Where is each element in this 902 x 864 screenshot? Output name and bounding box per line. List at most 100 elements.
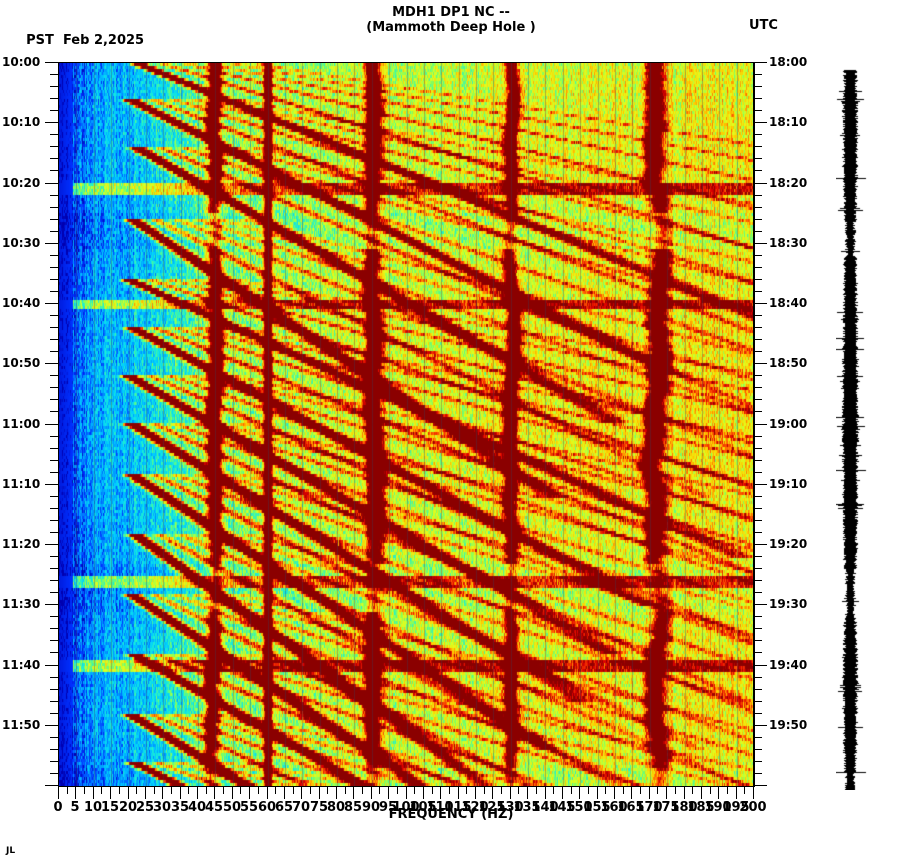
axis-tick bbox=[397, 787, 398, 794]
axis-tick bbox=[45, 243, 58, 244]
frequency-label: 170 bbox=[635, 800, 663, 815]
axis-tick bbox=[50, 460, 58, 461]
time-label-pst: 10:20 bbox=[2, 176, 41, 190]
axis-tick bbox=[50, 472, 58, 473]
axis-tick bbox=[754, 652, 762, 653]
axis-tick bbox=[754, 387, 762, 388]
frequency-label: 10 bbox=[83, 800, 103, 815]
axis-tick bbox=[692, 787, 693, 794]
axis-tick bbox=[50, 640, 58, 641]
axis-tick bbox=[327, 787, 328, 794]
axis-tick bbox=[754, 665, 767, 666]
axis-tick bbox=[754, 508, 762, 509]
axis-tick bbox=[754, 448, 762, 449]
axis-tick bbox=[754, 219, 762, 220]
axis-tick bbox=[45, 183, 58, 184]
axis-tick bbox=[754, 315, 762, 316]
axis-tick bbox=[50, 496, 58, 497]
axis-tick bbox=[45, 484, 58, 485]
axis-tick bbox=[754, 616, 762, 617]
axis-tick bbox=[754, 231, 762, 232]
axis-tick bbox=[754, 351, 762, 352]
time-label-utc: 18:10 bbox=[769, 115, 808, 129]
axis-tick bbox=[527, 787, 528, 799]
frequency-label: 45 bbox=[204, 800, 224, 815]
frequency-label: 185 bbox=[687, 800, 715, 815]
time-label-pst: 11:50 bbox=[2, 718, 41, 732]
axis-tick bbox=[754, 158, 762, 159]
axis-tick bbox=[754, 773, 762, 774]
axis-tick bbox=[754, 110, 762, 111]
axis-tick bbox=[562, 787, 563, 799]
axis-tick bbox=[440, 787, 441, 799]
axis-tick bbox=[545, 787, 546, 799]
axis-tick bbox=[657, 787, 658, 794]
axis-tick bbox=[414, 787, 415, 794]
axis-tick bbox=[701, 787, 702, 799]
time-label-utc: 18:40 bbox=[769, 296, 808, 310]
axis-tick bbox=[623, 787, 624, 794]
time-label-utc: 19:20 bbox=[769, 537, 808, 551]
frequency-label: 165 bbox=[617, 800, 645, 815]
axis-tick bbox=[50, 207, 58, 208]
axis-tick bbox=[240, 787, 241, 794]
time-label-pst: 11:00 bbox=[2, 417, 41, 431]
time-label-utc: 19:50 bbox=[769, 718, 808, 732]
frequency-label: 150 bbox=[565, 800, 593, 815]
frequency-label: 85 bbox=[343, 800, 363, 815]
axis-tick bbox=[45, 363, 58, 364]
axis-line-bottom bbox=[58, 786, 754, 787]
axis-tick bbox=[310, 787, 311, 794]
frequency-label: 50 bbox=[222, 800, 242, 815]
time-label-pst: 11:10 bbox=[2, 477, 41, 491]
axis-tick bbox=[423, 787, 424, 799]
axis-tick bbox=[50, 628, 58, 629]
axis-tick bbox=[754, 134, 762, 135]
axis-tick bbox=[50, 231, 58, 232]
time-label-utc: 18:50 bbox=[769, 356, 808, 370]
axis-tick bbox=[50, 713, 58, 714]
axis-tick bbox=[736, 787, 737, 799]
frequency-label: 75 bbox=[309, 800, 329, 815]
page-subtitle: (Mammoth Deep Hole ) bbox=[366, 20, 536, 35]
axis-tick bbox=[675, 787, 676, 794]
axis-tick bbox=[753, 787, 754, 799]
axis-tick bbox=[50, 737, 58, 738]
axis-tick bbox=[432, 787, 433, 794]
time-label-pst: 11:30 bbox=[2, 597, 41, 611]
axis-tick bbox=[50, 689, 58, 690]
spectrogram-canvas bbox=[59, 63, 754, 786]
axis-tick bbox=[597, 787, 598, 799]
axis-tick bbox=[353, 787, 354, 799]
axis-tick bbox=[388, 787, 389, 799]
axis-tick bbox=[406, 787, 407, 799]
axis-tick bbox=[93, 787, 94, 799]
axis-tick bbox=[754, 689, 762, 690]
axis-tick bbox=[754, 580, 762, 581]
axis-tick bbox=[50, 339, 58, 340]
axis-tick bbox=[67, 787, 68, 794]
axis-tick bbox=[475, 787, 476, 799]
axis-tick bbox=[50, 158, 58, 159]
axis-tick bbox=[50, 749, 58, 750]
frequency-label: 30 bbox=[152, 800, 172, 815]
axis-tick bbox=[754, 267, 762, 268]
frequency-label: 15 bbox=[100, 800, 120, 815]
axis-tick bbox=[50, 520, 58, 521]
axis-tick bbox=[754, 556, 762, 557]
axis-tick bbox=[50, 532, 58, 533]
axis-tick bbox=[466, 787, 467, 794]
time-label-pst: 10:00 bbox=[2, 55, 41, 69]
axis-tick bbox=[50, 568, 58, 569]
axis-tick bbox=[510, 787, 511, 799]
axis-tick bbox=[267, 787, 268, 799]
axis-tick bbox=[754, 532, 762, 533]
axis-line-right bbox=[753, 62, 754, 787]
axis-tick bbox=[371, 787, 372, 799]
axis-tick bbox=[119, 787, 120, 794]
axis-tick bbox=[649, 787, 650, 799]
axis-tick bbox=[50, 448, 58, 449]
spectrogram-plot[interactable] bbox=[58, 62, 755, 787]
time-label-utc: 19:10 bbox=[769, 477, 808, 491]
time-label-pst: 11:20 bbox=[2, 537, 41, 551]
